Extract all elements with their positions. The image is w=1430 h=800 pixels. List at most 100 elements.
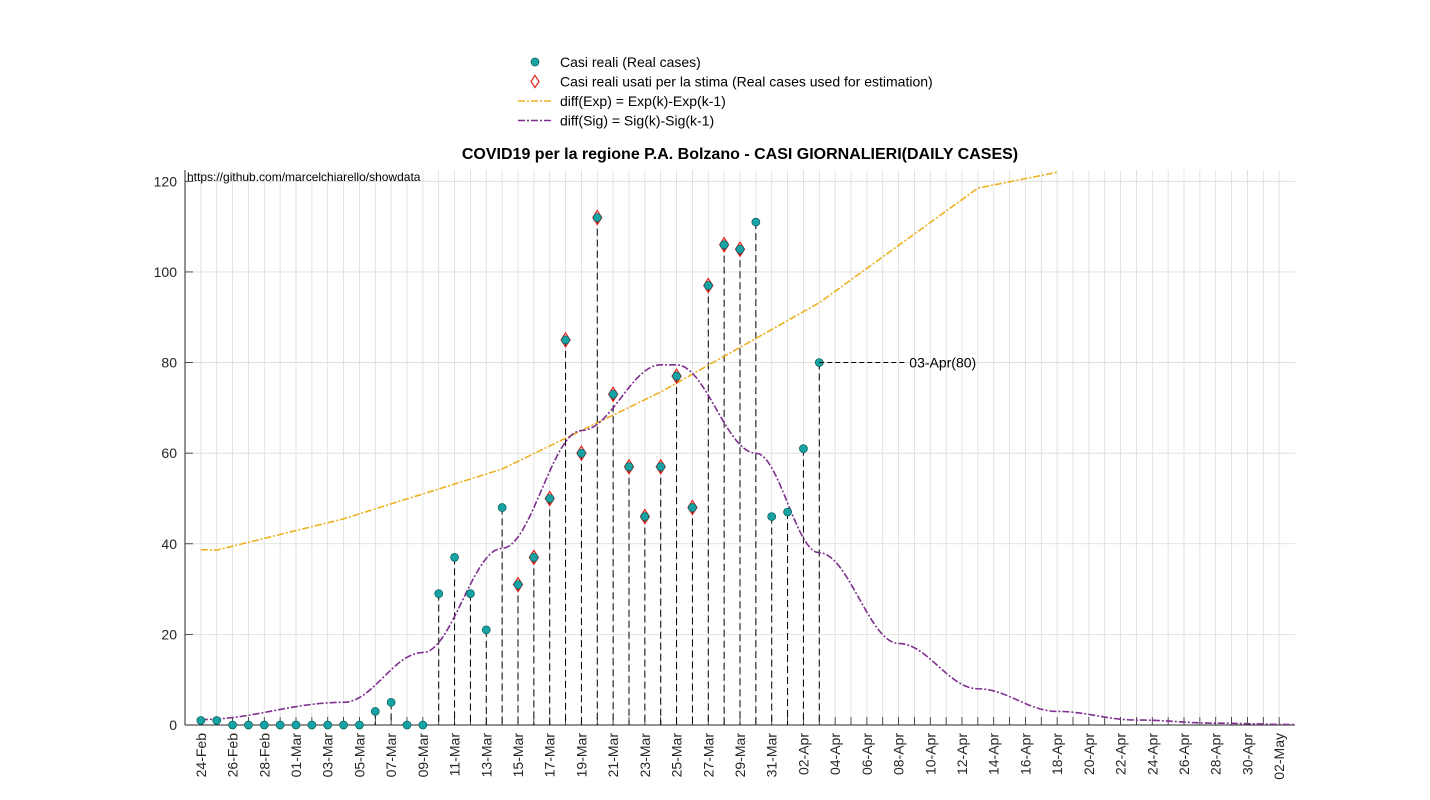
real-case-point (370, 707, 380, 716)
real-case-point (608, 389, 618, 399)
x-tick-label: 31-Mar (764, 733, 780, 778)
annotation-label: 03-Apr(80) (909, 355, 976, 371)
exp-curve (200, 171, 1058, 551)
x-tick-label: 24-Feb (193, 733, 209, 778)
legend-entry: Casi reali usati per la stima (Real case… (560, 74, 933, 90)
x-tick-label: 14-Apr (986, 733, 1002, 775)
real-case-point (561, 335, 570, 345)
x-tick-label: 04-Apr (827, 733, 843, 775)
real-case-point (339, 720, 348, 730)
real-case-point (497, 503, 507, 512)
real-case-point (688, 503, 697, 512)
annotations: 03-Apr(80) (819, 355, 976, 371)
x-tick-label: 13-Mar (478, 733, 494, 778)
curves (200, 171, 1295, 725)
x-tick-label: 22-Apr (1113, 733, 1129, 775)
real-case-point (466, 589, 475, 598)
x-tick-label: 28-Feb (256, 733, 272, 778)
real-case-point (703, 281, 713, 290)
real-case-point (291, 720, 301, 730)
real-case-point (386, 697, 396, 707)
legend: Casi reali (Real cases) Casi reali usati … (518, 54, 933, 129)
x-tick-label: 08-Apr (891, 733, 907, 775)
legend-swatch-estimation (530, 74, 540, 89)
real-case-point (355, 720, 364, 730)
y-tick-label: 80 (161, 355, 177, 371)
y-tick-label: 40 (161, 536, 177, 552)
data-points (196, 209, 824, 730)
x-tick-label: 21-Mar (605, 733, 621, 778)
x-tick-label: 30-Apr (1239, 733, 1255, 775)
real-case-point (307, 720, 317, 730)
x-tick-label: 26-Apr (1176, 733, 1192, 775)
real-case-point (656, 462, 666, 472)
real-case-point (481, 625, 491, 635)
x-tick-label: 19-Mar (573, 733, 589, 778)
y-tick-label: 20 (161, 626, 177, 642)
y-tick-label: 60 (161, 445, 177, 461)
x-tick-label: 05-Mar (351, 733, 367, 778)
real-case-point (624, 462, 634, 472)
real-case-point (196, 716, 206, 725)
x-tick-label: 23-Mar (637, 733, 653, 778)
x-tick-label: 25-Mar (669, 733, 685, 778)
real-case-point (244, 720, 253, 730)
x-tick-label: 27-Mar (700, 733, 716, 778)
x-tick-label: 11-Mar (447, 733, 463, 777)
real-case-point (672, 371, 681, 381)
real-case-point (323, 720, 333, 730)
x-tick-label: 24-Apr (1144, 733, 1160, 775)
y-tick-label: 0 (169, 717, 177, 733)
legend-entry: diff(Exp) = Exp(k)-Exp(k-1) (560, 93, 726, 109)
x-tick-label: 15-Mar (510, 733, 526, 778)
real-case-point (735, 244, 745, 254)
source-note: https://github.com/marcelchiarello/showd… (187, 170, 421, 184)
chart-title: COVID19 per la regione P.A. Bolzano - CA… (462, 146, 1018, 163)
x-tick-label: 07-Mar (383, 733, 399, 778)
x-tick-label: 06-Apr (859, 733, 875, 775)
y-tick-label: 100 (154, 264, 178, 280)
x-tick-label: 10-Apr (922, 733, 938, 775)
real-case-point (640, 512, 650, 521)
real-case-point (259, 720, 269, 730)
y-tick-label: 120 (154, 173, 178, 189)
real-case-point (751, 217, 761, 227)
real-case-point (402, 720, 412, 730)
real-case-point (228, 720, 237, 730)
x-tick-label: 29-Mar (732, 733, 748, 778)
x-tick-label: 12-Apr (954, 733, 970, 775)
real-case-point (450, 553, 459, 562)
real-case-point (783, 507, 792, 517)
real-case-point (545, 494, 555, 503)
real-case-point (719, 240, 729, 250)
real-case-point (434, 589, 444, 598)
legend-swatch-real (530, 57, 540, 67)
x-tick-label: 03-Mar (320, 733, 336, 778)
x-tick-label: 01-Mar (288, 733, 304, 778)
stems (200, 217, 820, 725)
real-case-point (592, 213, 602, 222)
sig-curve (200, 364, 1295, 725)
real-case-point (418, 720, 428, 730)
real-case-point (799, 444, 808, 453)
x-tick-label: 20-Apr (1081, 733, 1097, 775)
x-tick-label: 02-May (1271, 733, 1287, 780)
x-tick-label: 18-Apr (1049, 733, 1065, 775)
real-case-point (529, 553, 539, 562)
real-case-point (513, 580, 523, 589)
legend-entry: Casi reali (Real cases) (560, 54, 701, 70)
x-tick-label: 09-Mar (415, 733, 431, 778)
x-tick-label: 02-Apr (795, 733, 811, 775)
x-tick-label: 16-Apr (1017, 733, 1033, 775)
real-case-point (275, 720, 285, 730)
x-tick-label: 28-Apr (1208, 733, 1224, 775)
x-tick-label: 17-Mar (542, 733, 558, 778)
legend-entry: diff(Sig) = Sig(k)-Sig(k-1) (560, 113, 714, 129)
x-tick-label: 26-Feb (225, 733, 241, 778)
real-case-point (212, 716, 222, 725)
axes: 0 20 40 60 80 100 120 24-Feb 26-Feb 28-Feb 01-Mar 0… (154, 170, 1295, 780)
real-case-point (577, 448, 586, 458)
real-case-point (767, 512, 777, 521)
